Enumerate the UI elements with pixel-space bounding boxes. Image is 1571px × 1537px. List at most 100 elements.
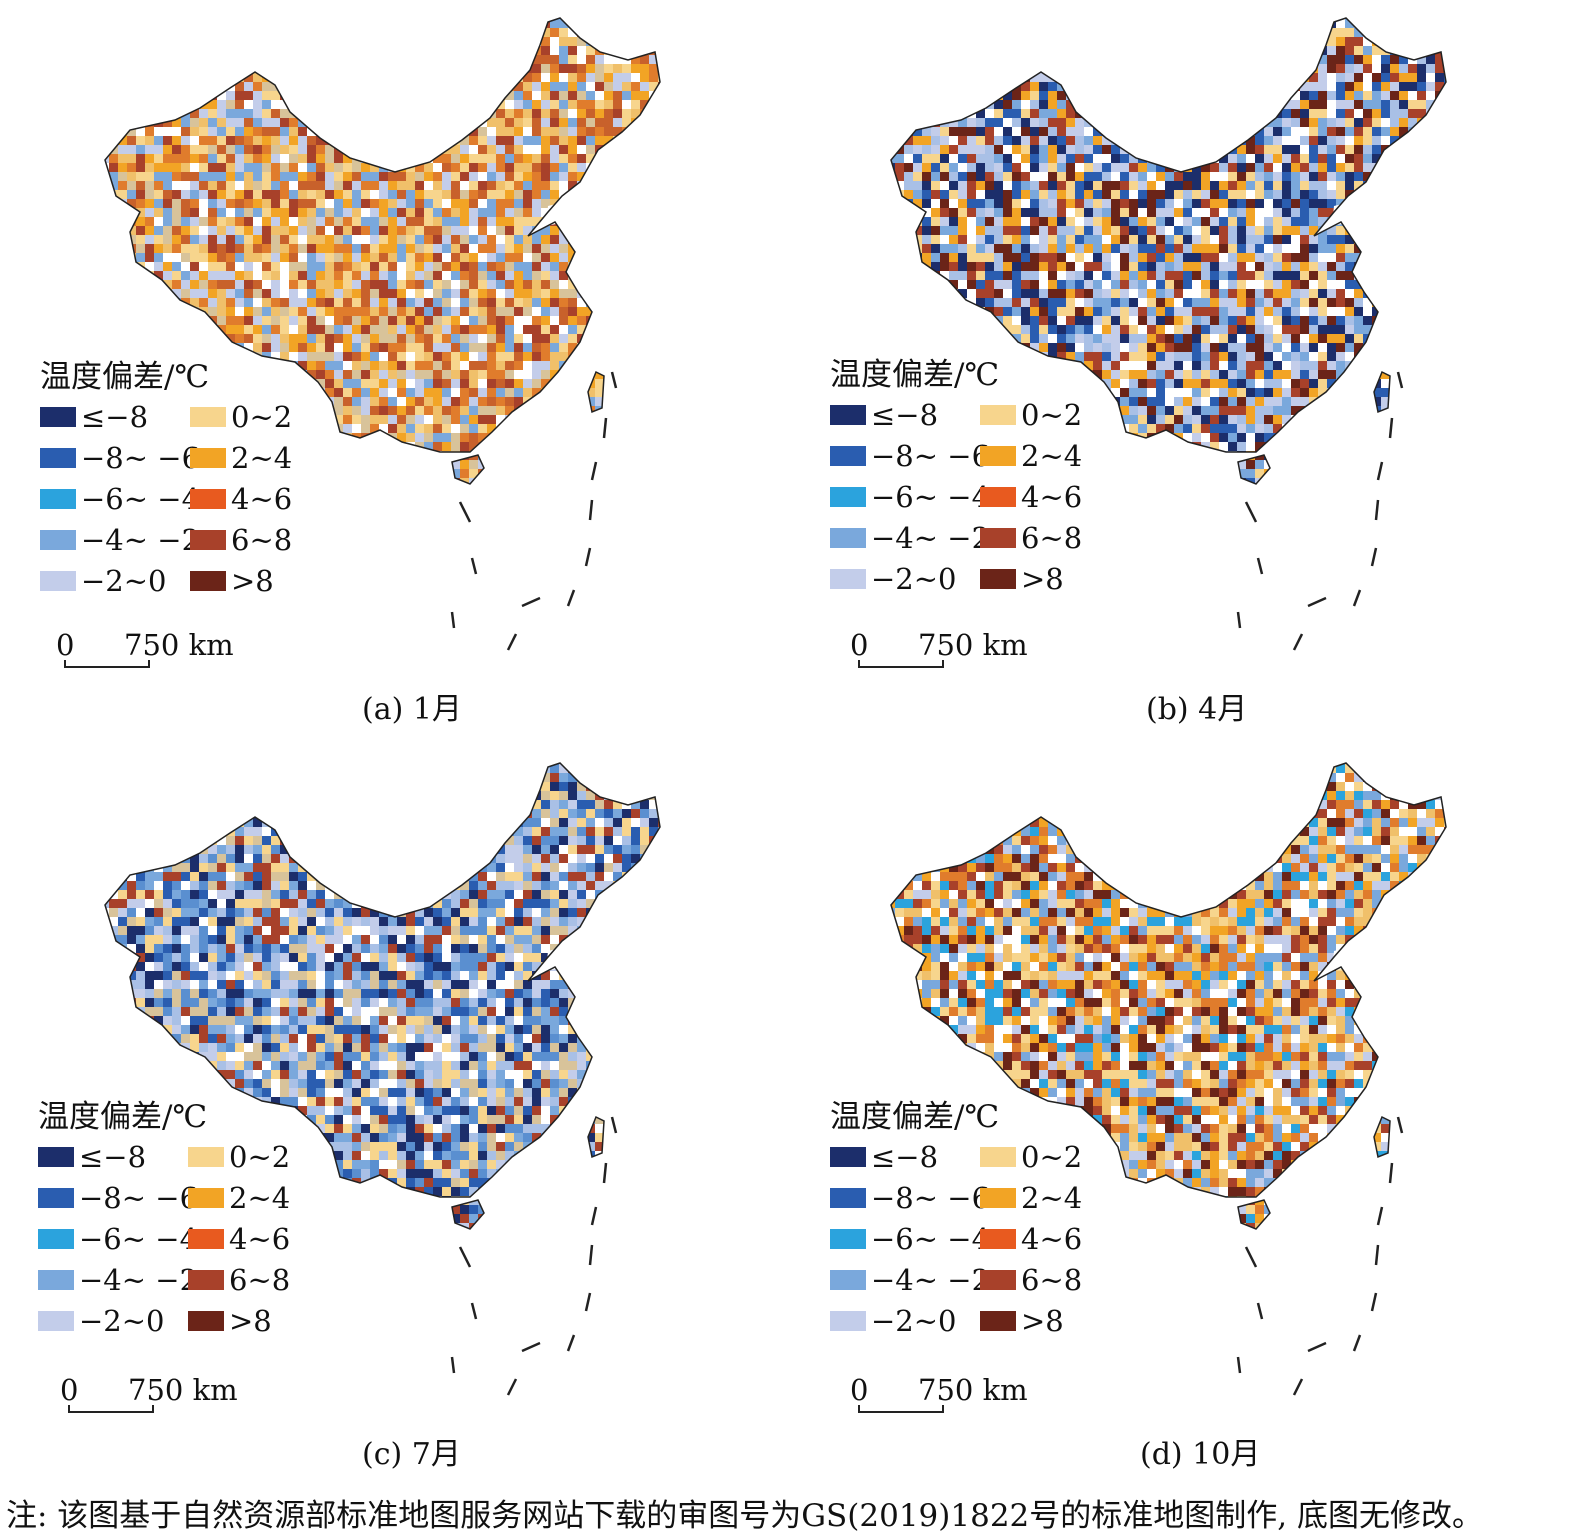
- china-border: [104, 17, 661, 453]
- legend-item: −6~ −4: [830, 1222, 990, 1256]
- legend-item: 4~6: [980, 480, 1100, 514]
- legend-swatch: [190, 407, 226, 427]
- legend-item: >8: [190, 564, 310, 598]
- legend-label: 2~4: [1021, 1181, 1083, 1215]
- legend-swatch: [980, 528, 1016, 548]
- scale-bar-line: [64, 660, 150, 668]
- legend-swatch: [40, 530, 76, 550]
- scale-bar-line: [858, 1405, 944, 1413]
- legend-swatch: [38, 1188, 74, 1208]
- legend-label: −8~ −6: [871, 1181, 991, 1215]
- boundary-dash-9: [470, 1302, 478, 1320]
- legend-item: 0~2: [980, 398, 1100, 432]
- legend-swatch: [188, 1270, 224, 1290]
- legend-label: >8: [231, 564, 274, 598]
- legend-item: 2~4: [188, 1181, 308, 1215]
- scale-bar-distance-label: 750 km: [918, 628, 1028, 662]
- legend-swatch: [188, 1188, 224, 1208]
- china-border: [890, 17, 1447, 453]
- boundary-dash-10: [450, 611, 456, 629]
- legend-title: 温度偏差/℃: [38, 1099, 208, 1135]
- boundary-dash-2: [1376, 1206, 1384, 1226]
- legend-swatch: [40, 448, 76, 468]
- legend-swatch: [38, 1147, 74, 1167]
- boundary-dash-0: [1396, 371, 1404, 389]
- legend-item: 4~6: [190, 482, 310, 516]
- legend-label: 6~8: [229, 1263, 291, 1297]
- legend-swatch: [190, 489, 226, 509]
- legend-label: −4~ −2: [81, 523, 201, 557]
- panel-caption: (a) 1月: [362, 692, 462, 727]
- legend-swatch: [38, 1229, 74, 1249]
- legend-label: −8~ −6: [871, 439, 991, 473]
- south-china-sea-boundary-lines: [450, 371, 618, 651]
- legend-item: >8: [980, 1304, 1100, 1338]
- legend-label: −4~ −2: [871, 1263, 991, 1297]
- legend-item: 6~8: [980, 521, 1100, 555]
- boundary-dash-5: [1352, 1334, 1362, 1352]
- legend-swatch: [830, 569, 866, 589]
- legend-label: >8: [1021, 1304, 1064, 1338]
- legend-item: 4~6: [188, 1222, 308, 1256]
- map-source-note: 注: 该图基于自然资源部标准地图服务网站下载的审图号为GS(2019)1822号…: [6, 1498, 1483, 1534]
- scale-bar: 0 750 km: [60, 1375, 266, 1415]
- legend-label: 2~4: [1021, 439, 1083, 473]
- legend-item: 0~2: [190, 400, 310, 434]
- legend-label: 2~4: [229, 1181, 291, 1215]
- legend-swatch: [830, 1311, 866, 1331]
- legend-item: −4~ −2: [830, 1263, 990, 1297]
- legend-swatch: [830, 1229, 866, 1249]
- legend-label: 2~4: [231, 441, 293, 475]
- legend-swatch: [980, 1311, 1016, 1331]
- legend-swatch: [188, 1229, 224, 1249]
- legend-swatch: [190, 448, 226, 468]
- boundary-dash-7: [506, 1378, 518, 1396]
- legend-item: 0~2: [980, 1140, 1100, 1174]
- panel-caption: (c) 7月: [362, 1437, 461, 1472]
- legend-label: −2~0: [871, 562, 957, 596]
- legend-item: −4~ −2: [38, 1263, 198, 1297]
- legend-swatch: [40, 489, 76, 509]
- legend: 温度偏差/℃ ≤−8 0~2 −8~ −6 2~4 −6~ −4 4~6 −4~ −2 6~8…: [830, 358, 1100, 596]
- boundary-dash-4: [1370, 547, 1378, 567]
- legend-label: 4~6: [229, 1222, 291, 1256]
- legend-item: ≤−8: [40, 400, 190, 434]
- legend-label: ≤−8: [871, 1140, 939, 1174]
- boundary-dash-10: [1236, 611, 1242, 629]
- legend-item: >8: [188, 1304, 308, 1338]
- boundary-dash-8: [1244, 501, 1258, 523]
- boundary-dash-3: [1374, 1244, 1380, 1266]
- scale-bar-distance-label: 750 km: [918, 1373, 1028, 1407]
- china-border: [104, 762, 661, 1198]
- legend-item: 6~8: [190, 523, 310, 557]
- china-map: [104, 762, 661, 1396]
- boundary-dash-1: [602, 1162, 608, 1184]
- legend-item: −6~ −4: [830, 480, 990, 514]
- legend-item: −8~ −6: [830, 1181, 990, 1215]
- legend-label: ≤−8: [871, 398, 939, 432]
- boundary-dash-1: [602, 417, 608, 439]
- taiwan-island: [1373, 1115, 1391, 1159]
- legend-label: −4~ −2: [79, 1263, 199, 1297]
- panel-d-october: 温度偏差/℃ ≤−8 0~2 −8~ −6 2~4 −6~ −4 4~6 −4~ −2 6~8…: [786, 745, 1571, 1485]
- legend-swatch: [830, 487, 866, 507]
- scale-bar-zero-label: 0: [850, 1373, 869, 1407]
- legend-grid: ≤−8 0~2 −8~ −6 2~4 −6~ −4 4~6 −4~ −2 6~8 −2~0 >8: [38, 1140, 308, 1338]
- legend-swatch: [830, 1188, 866, 1208]
- legend-swatch: [980, 405, 1016, 425]
- boundary-dash-7: [1292, 1378, 1304, 1396]
- scale-bar-line: [68, 1405, 154, 1413]
- boundary-dash-3: [588, 499, 594, 521]
- legend: 温度偏差/℃ ≤−8 0~2 −8~ −6 2~4 −6~ −4 4~6 −4~ −2 6~8…: [830, 1100, 1100, 1338]
- boundary-dash-10: [1236, 1356, 1242, 1374]
- boundary-dash-0: [610, 371, 618, 389]
- legend-label: ≤−8: [79, 1140, 147, 1174]
- legend-item: ≤−8: [830, 1140, 980, 1174]
- boundary-dash-2: [590, 461, 598, 481]
- legend-label: −2~0: [871, 1304, 957, 1338]
- legend: 温度偏差/℃ ≤−8 0~2 −8~ −6 2~4 −6~ −4 4~6 −4~ −2 6~8…: [38, 1100, 308, 1338]
- legend-label: 6~8: [231, 523, 293, 557]
- legend-title: 温度偏差/℃: [40, 359, 210, 395]
- legend-swatch: [190, 571, 226, 591]
- legend-item: −2~0: [830, 562, 980, 596]
